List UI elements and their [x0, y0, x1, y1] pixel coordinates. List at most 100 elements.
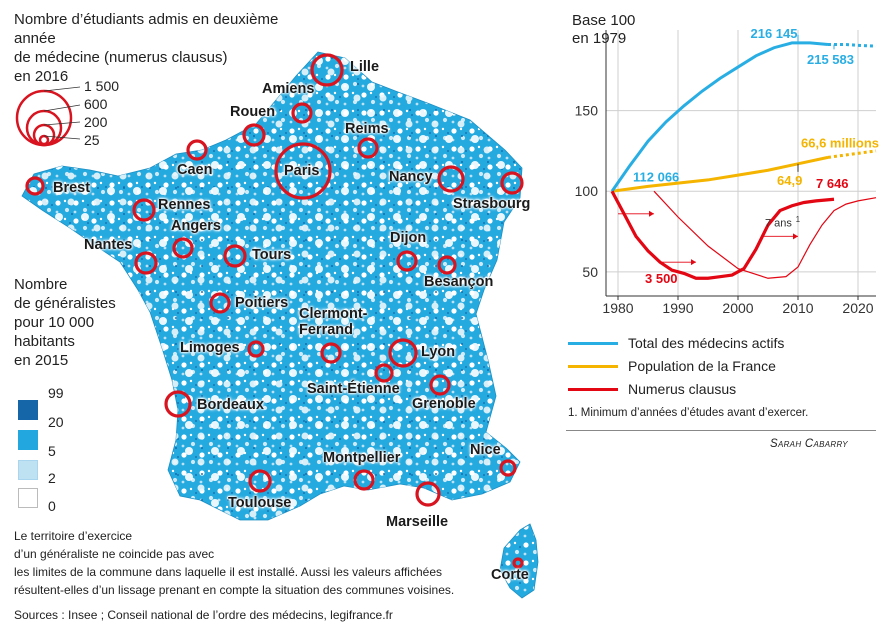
- circle-lille: [310, 53, 344, 87]
- circle-legend-1500: 1 500: [84, 78, 120, 94]
- legend-item-numerus: Numerus clausus: [568, 381, 736, 397]
- circle-dijon: [396, 250, 418, 272]
- city-label-limoges: Limoges: [180, 340, 240, 356]
- x-tick-label: 2020: [842, 300, 873, 316]
- series-medecins-projection: [828, 43, 877, 48]
- circle-reims: [357, 137, 379, 159]
- circle-tours: [223, 244, 247, 268]
- density-swatch-2: [18, 430, 38, 450]
- city-label-grenoble: Grenoble: [412, 396, 476, 412]
- circle-grenoble: [429, 374, 451, 396]
- circle-legend-600: 600: [84, 96, 108, 112]
- circle-toulouse: [248, 469, 272, 493]
- annotation-footnote-mark: 1: [796, 215, 801, 224]
- shift-arrowhead: [793, 233, 798, 240]
- city-label-marseille: Marseille: [386, 514, 449, 530]
- series-numerus-shifted: [653, 190, 877, 279]
- density-label-2: 2: [48, 470, 56, 486]
- circle-caen: [186, 139, 208, 161]
- circle-legend-200: 200: [84, 114, 108, 130]
- city-label-paris: Paris: [284, 163, 320, 179]
- city-label-nancy: Nancy: [389, 169, 433, 185]
- circle-angers: [172, 237, 194, 259]
- circle-legend-25: 25: [84, 132, 100, 148]
- city-label-toulouse: Toulouse: [228, 495, 292, 511]
- x-tick-label: 2010: [782, 300, 813, 316]
- series-numerus: [610, 190, 835, 280]
- density-swatch-1: [18, 400, 38, 420]
- city-label-clermont-2: Ferrand: [299, 322, 353, 338]
- circle-marseille: [415, 481, 441, 507]
- circle-poitiers: [209, 292, 231, 314]
- circle-nice: [499, 459, 517, 477]
- city-label-saint-etienne: Saint-Étienne: [307, 381, 400, 397]
- city-label-rennes: Rennes: [158, 197, 211, 213]
- annotation-7646: 7 646: [816, 176, 849, 191]
- france-map: [21, 51, 539, 599]
- circle-corte: [512, 557, 524, 569]
- circle-montpellier: [353, 469, 375, 491]
- line-chart: 1980 1990 2000 2010 2020 50 100 150 216 145 215 5…: [575, 26, 879, 316]
- circle-limoges: [247, 340, 265, 358]
- city-label-lyon: Lyon: [421, 344, 456, 360]
- circle-paris: [274, 142, 332, 200]
- circle-saint-etienne: [374, 363, 394, 383]
- density-legend-title: Nombre de généralistes pour 10 000 habit…: [14, 276, 116, 369]
- density-label-20: 20: [48, 414, 64, 430]
- circle-besancon: [437, 255, 457, 275]
- circle-rennes: [132, 198, 156, 222]
- legend-swatch-population: [568, 364, 618, 368]
- city-label-caen: Caen: [177, 162, 213, 178]
- x-tick-label: 1980: [602, 300, 633, 316]
- legend-label-numerus: Numerus clausus: [628, 381, 737, 397]
- city-label-clermont-1: Clermont-: [299, 306, 368, 322]
- annotation-3500: 3 500: [645, 271, 678, 286]
- city-label-bordeaux: Bordeaux: [197, 397, 264, 413]
- annotation-216145: 216 145: [751, 26, 798, 41]
- circle-size-legend: [15, 86, 81, 147]
- annotation-215583: 215 583: [807, 52, 854, 67]
- y-tick-label: 50: [582, 264, 598, 280]
- series-medecins: [610, 41, 829, 193]
- city-label-strasbourg: Strasbourg: [453, 196, 531, 212]
- city-label-nice: Nice: [470, 442, 501, 458]
- city-label-dijon: Dijon: [390, 230, 427, 246]
- city-label-angers: Angers: [171, 218, 221, 234]
- y-tick-label: 100: [575, 183, 599, 199]
- series-population-projection: [827, 149, 877, 159]
- circle-amiens: [291, 102, 313, 124]
- city-label-lille: Lille: [350, 59, 380, 75]
- series-population: [611, 155, 829, 193]
- city-label-poitiers: Poitiers: [235, 295, 289, 311]
- city-label-amiens: Amiens: [262, 81, 315, 97]
- city-label-brest: Brest: [53, 180, 91, 196]
- legend-item-population: Population de la France: [568, 358, 776, 374]
- density-label-99: 99: [48, 385, 64, 401]
- city-label-corte: Corte: [491, 567, 529, 583]
- credit: Sarah Cabarry: [770, 438, 848, 450]
- circle-clermont: [320, 342, 342, 364]
- y-tick-label: 150: [575, 103, 599, 119]
- circle-brest: [25, 176, 45, 196]
- x-tick-label: 1990: [662, 300, 693, 316]
- legend-label-medecins: Total des médecins actifs: [628, 335, 785, 351]
- chart-footnote: 1. Minimum d’années d’études avant d’exe…: [568, 407, 809, 419]
- shift-arrowhead: [649, 210, 654, 217]
- city-label-besancon: Besançon: [424, 274, 494, 290]
- shift-arrowhead: [691, 259, 696, 266]
- density-swatch-3: [18, 460, 38, 480]
- city-label-reims: Reims: [345, 121, 389, 137]
- x-tick-label: 2000: [722, 300, 753, 316]
- circle-nantes: [134, 251, 158, 275]
- density-label-0: 0: [48, 498, 56, 514]
- legend-label-population: Population de la France: [628, 358, 776, 374]
- corsica: [499, 523, 539, 599]
- legend-swatch-medecins: [568, 341, 618, 345]
- annotation-66-6: 66,6 millions: [801, 136, 879, 151]
- circle-lyon: [388, 338, 418, 368]
- legend-swatch-numerus: [568, 387, 618, 391]
- chart-title: Base 100 en 1979: [572, 12, 636, 47]
- map-note: Le territoire d’exercice d’un généralist…: [14, 529, 455, 597]
- circle-nancy: [437, 165, 465, 193]
- city-label-rouen: Rouen: [230, 104, 276, 120]
